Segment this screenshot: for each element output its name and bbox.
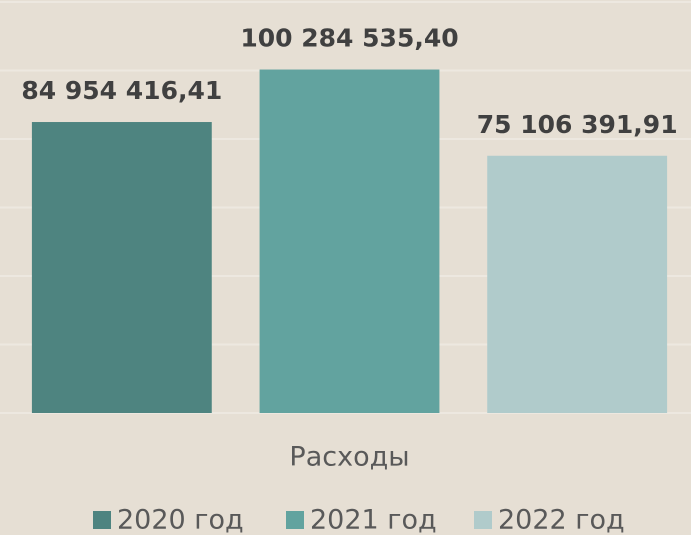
legend-swatch bbox=[93, 511, 111, 529]
legend-swatch bbox=[286, 511, 304, 529]
legend-swatch bbox=[474, 511, 492, 529]
legend-label: 2021 год bbox=[310, 505, 437, 535]
legend-label: 2020 год bbox=[117, 505, 244, 535]
value-label: 84 954 416,41 bbox=[21, 76, 222, 105]
x-tick-label: Расходы bbox=[289, 442, 409, 473]
value-label: 75 106 391,91 bbox=[477, 110, 678, 139]
legend-label: 2022 год bbox=[498, 505, 625, 535]
bar bbox=[259, 69, 440, 414]
bar bbox=[487, 155, 668, 413]
value-label: 100 284 535,40 bbox=[240, 24, 458, 53]
bar bbox=[31, 122, 212, 413]
